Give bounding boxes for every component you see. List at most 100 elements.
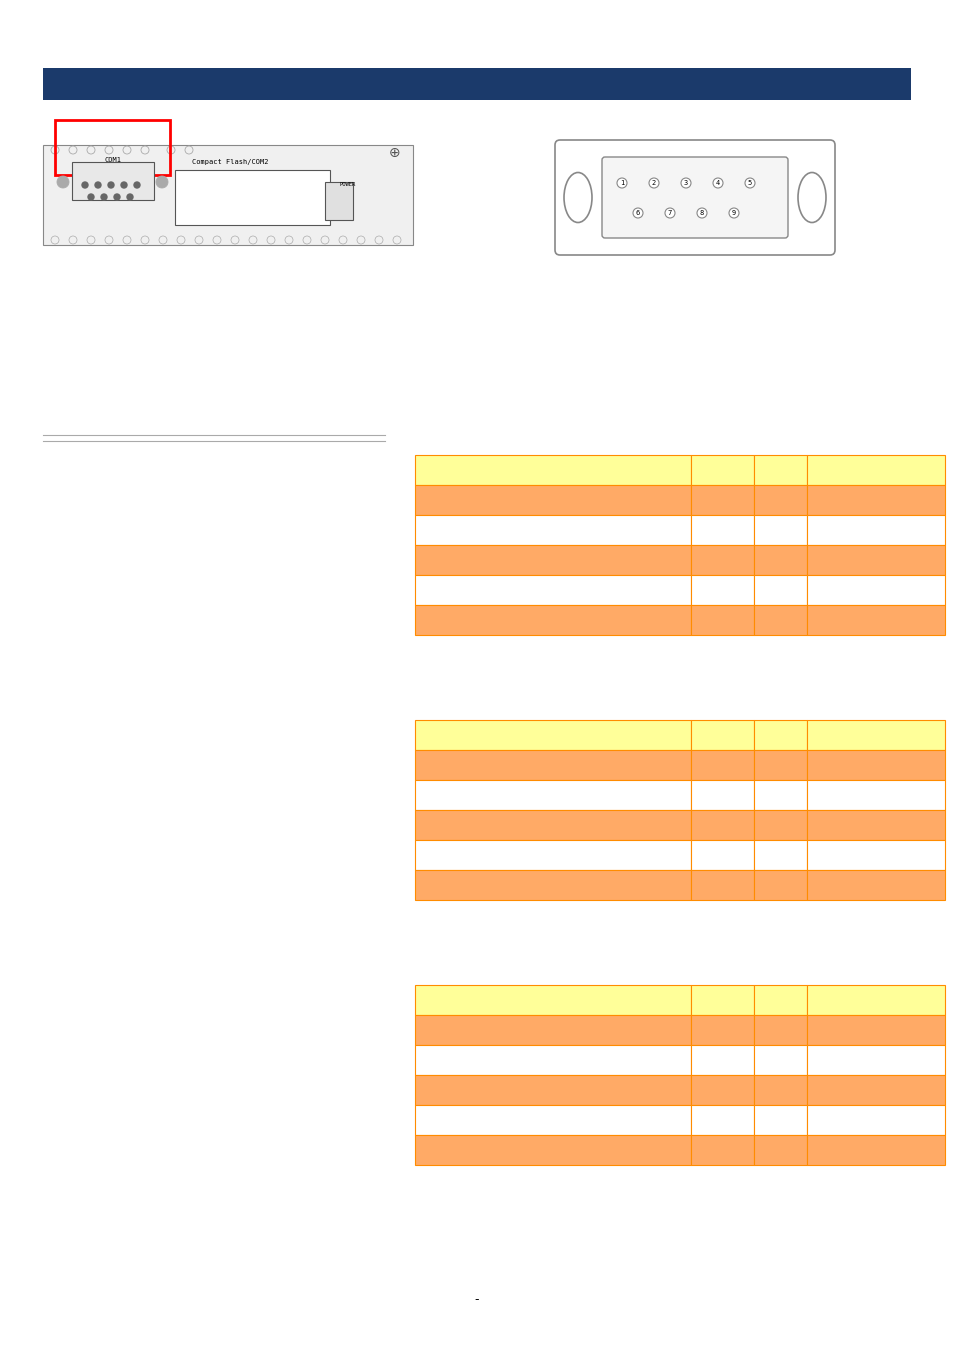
Bar <box>754 485 806 514</box>
Text: 7: 7 <box>667 211 672 216</box>
Circle shape <box>133 182 140 188</box>
Bar <box>754 986 806 1015</box>
Bar <box>690 1045 754 1075</box>
Bar <box>415 605 690 634</box>
Bar <box>806 780 944 810</box>
Bar <box>690 810 754 840</box>
Circle shape <box>156 176 168 188</box>
Circle shape <box>744 178 754 188</box>
Bar <box>415 1045 690 1075</box>
Bar <box>415 720 690 751</box>
Circle shape <box>680 178 690 188</box>
Bar <box>806 545 944 575</box>
Bar <box>690 514 754 545</box>
Bar <box>754 455 806 485</box>
Circle shape <box>127 194 132 200</box>
Text: 1: 1 <box>619 180 623 186</box>
Bar <box>415 1075 690 1106</box>
Bar <box>806 1075 944 1106</box>
Bar <box>806 485 944 514</box>
Text: Compact Flash/COM2: Compact Flash/COM2 <box>192 159 268 165</box>
Bar <box>754 751 806 780</box>
Bar <box>754 575 806 605</box>
Bar <box>806 810 944 840</box>
Bar <box>754 545 806 575</box>
Bar <box>690 869 754 900</box>
Circle shape <box>95 182 101 188</box>
Bar <box>415 575 690 605</box>
Text: 8: 8 <box>700 211 703 216</box>
FancyBboxPatch shape <box>555 140 834 255</box>
Bar <box>43 68 910 100</box>
Bar <box>690 575 754 605</box>
Circle shape <box>697 208 706 217</box>
Bar <box>806 986 944 1015</box>
Bar <box>690 455 754 485</box>
Text: COM1: COM1 <box>105 157 121 163</box>
Bar <box>806 720 944 751</box>
Bar <box>806 1015 944 1045</box>
Text: 9: 9 <box>731 211 736 216</box>
Text: ⊕: ⊕ <box>389 146 400 161</box>
Circle shape <box>728 208 739 217</box>
Bar <box>690 545 754 575</box>
Bar <box>806 840 944 869</box>
Bar <box>690 1106 754 1135</box>
Bar <box>415 780 690 810</box>
Bar <box>415 485 690 514</box>
FancyBboxPatch shape <box>601 157 787 238</box>
Bar <box>415 1106 690 1135</box>
Bar <box>754 840 806 869</box>
Bar <box>806 869 944 900</box>
Bar <box>415 455 690 485</box>
Bar <box>690 1135 754 1165</box>
Bar <box>806 1135 944 1165</box>
Ellipse shape <box>563 173 592 223</box>
Circle shape <box>57 176 69 188</box>
Bar <box>754 810 806 840</box>
Circle shape <box>88 194 94 200</box>
Bar <box>806 1106 944 1135</box>
Ellipse shape <box>797 173 825 223</box>
Bar <box>415 986 690 1015</box>
Bar <box>806 605 944 634</box>
Bar <box>71 162 153 200</box>
Text: 2: 2 <box>651 180 656 186</box>
Bar <box>690 1015 754 1045</box>
Bar <box>754 1015 806 1045</box>
Bar <box>806 455 944 485</box>
Bar <box>754 1075 806 1106</box>
Bar <box>690 751 754 780</box>
Bar <box>754 869 806 900</box>
Bar <box>415 1135 690 1165</box>
Circle shape <box>712 178 722 188</box>
Bar <box>690 840 754 869</box>
Text: 5: 5 <box>747 180 751 186</box>
Text: 6: 6 <box>636 211 639 216</box>
Bar <box>754 1135 806 1165</box>
Circle shape <box>113 194 120 200</box>
Bar <box>806 575 944 605</box>
Text: -: - <box>475 1293 478 1307</box>
Bar <box>174 170 330 225</box>
Bar <box>806 751 944 780</box>
Bar <box>55 120 170 176</box>
Bar <box>415 545 690 575</box>
Bar <box>415 840 690 869</box>
Bar <box>415 514 690 545</box>
Circle shape <box>633 208 642 217</box>
Bar <box>754 1106 806 1135</box>
Circle shape <box>617 178 626 188</box>
Circle shape <box>108 182 113 188</box>
Bar <box>806 1045 944 1075</box>
Text: POWER: POWER <box>339 182 355 188</box>
Bar <box>754 720 806 751</box>
Bar <box>415 810 690 840</box>
Circle shape <box>648 178 659 188</box>
Text: 3: 3 <box>683 180 687 186</box>
Bar <box>690 780 754 810</box>
Bar <box>754 1045 806 1075</box>
Bar <box>690 720 754 751</box>
Bar <box>806 514 944 545</box>
Bar <box>754 780 806 810</box>
